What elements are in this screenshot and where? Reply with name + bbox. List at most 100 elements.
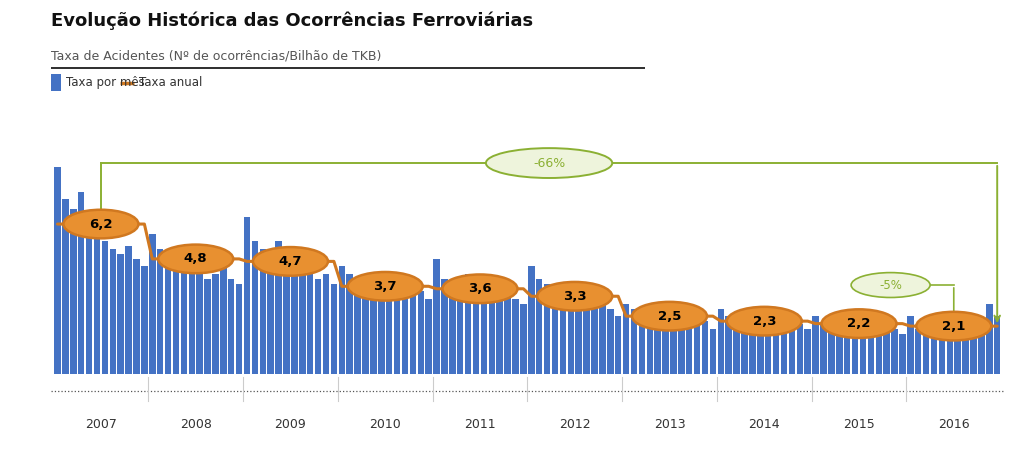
Bar — [701, 321, 709, 378]
Bar — [646, 309, 653, 378]
Bar — [663, 321, 669, 378]
Bar — [978, 324, 985, 378]
Ellipse shape — [442, 274, 517, 303]
Text: Taxa de Acidentes (Nº de ocorrências/Bilhão de TKB): Taxa de Acidentes (Nº de ocorrências/Bil… — [51, 50, 382, 62]
Text: 2007: 2007 — [85, 418, 117, 430]
Text: 4,7: 4,7 — [279, 255, 302, 268]
Bar — [378, 284, 385, 378]
Bar — [267, 259, 274, 378]
Bar — [520, 304, 526, 378]
Bar — [51, 74, 61, 91]
Bar — [567, 291, 574, 378]
Text: 6,2: 6,2 — [89, 218, 113, 230]
Bar — [339, 266, 345, 378]
Bar — [971, 333, 977, 378]
Bar — [78, 192, 84, 378]
Ellipse shape — [253, 247, 328, 276]
Bar — [101, 242, 109, 378]
Text: 3,3: 3,3 — [563, 290, 587, 303]
Text: Taxa anual: Taxa anual — [139, 76, 202, 89]
Bar — [575, 299, 582, 378]
Bar — [780, 329, 787, 378]
Bar — [867, 329, 874, 378]
Bar — [86, 229, 92, 378]
Ellipse shape — [63, 210, 138, 238]
Bar — [733, 321, 740, 378]
Text: 2015: 2015 — [843, 418, 874, 430]
Bar — [654, 316, 660, 378]
Bar — [828, 329, 835, 378]
Bar — [275, 242, 282, 378]
Bar — [986, 304, 992, 378]
Bar — [497, 299, 503, 378]
Text: 2013: 2013 — [653, 418, 685, 430]
Bar — [133, 259, 139, 378]
Bar — [773, 324, 779, 378]
Bar — [860, 316, 866, 378]
Bar — [686, 321, 692, 378]
Bar — [584, 304, 590, 378]
Bar — [212, 274, 219, 378]
Text: 2012: 2012 — [559, 418, 591, 430]
Bar — [694, 316, 700, 378]
Text: 2009: 2009 — [274, 418, 306, 430]
Bar — [544, 284, 550, 378]
Bar — [236, 284, 243, 378]
Bar — [615, 316, 622, 378]
Bar — [457, 291, 464, 378]
Bar — [757, 324, 764, 378]
Bar — [450, 284, 456, 378]
Bar — [54, 167, 60, 378]
Bar — [284, 254, 290, 378]
Bar — [401, 291, 409, 378]
Bar — [425, 299, 432, 378]
Bar — [844, 329, 850, 378]
Bar — [220, 266, 226, 378]
Bar — [465, 274, 471, 378]
Text: 4,8: 4,8 — [184, 253, 208, 265]
Bar — [410, 284, 416, 378]
Bar — [125, 246, 132, 378]
Bar — [671, 309, 677, 378]
Bar — [891, 329, 898, 378]
Text: 2,1: 2,1 — [942, 320, 966, 333]
Bar — [836, 321, 843, 378]
Text: 2008: 2008 — [180, 418, 212, 430]
Bar — [252, 242, 258, 378]
Bar — [788, 321, 795, 378]
Text: 2,3: 2,3 — [753, 315, 776, 328]
Text: -66%: -66% — [532, 157, 565, 169]
Text: -5%: -5% — [880, 279, 902, 291]
Ellipse shape — [348, 272, 423, 301]
Bar — [923, 333, 930, 378]
Bar — [354, 279, 360, 378]
Bar — [915, 329, 922, 378]
Bar — [323, 274, 330, 378]
Bar — [118, 254, 124, 378]
Bar — [299, 266, 305, 378]
Bar — [141, 266, 147, 378]
Bar — [441, 279, 447, 378]
Bar — [946, 329, 953, 378]
Bar — [205, 279, 211, 378]
Bar — [228, 279, 234, 378]
Bar — [386, 291, 392, 378]
Ellipse shape — [851, 272, 930, 298]
Bar — [480, 291, 487, 378]
Bar — [765, 316, 771, 378]
Bar — [552, 291, 558, 378]
Bar — [907, 316, 913, 378]
Bar — [741, 316, 748, 378]
Bar — [805, 329, 811, 378]
Text: 3,7: 3,7 — [374, 280, 397, 293]
Bar — [994, 316, 1000, 378]
Bar — [560, 299, 566, 378]
Ellipse shape — [821, 309, 897, 338]
Bar — [244, 217, 250, 378]
Bar — [157, 249, 164, 378]
Text: Taxa por mês: Taxa por mês — [66, 76, 144, 89]
Bar — [314, 279, 322, 378]
Ellipse shape — [632, 302, 707, 331]
Bar — [346, 274, 353, 378]
Bar — [528, 266, 535, 378]
